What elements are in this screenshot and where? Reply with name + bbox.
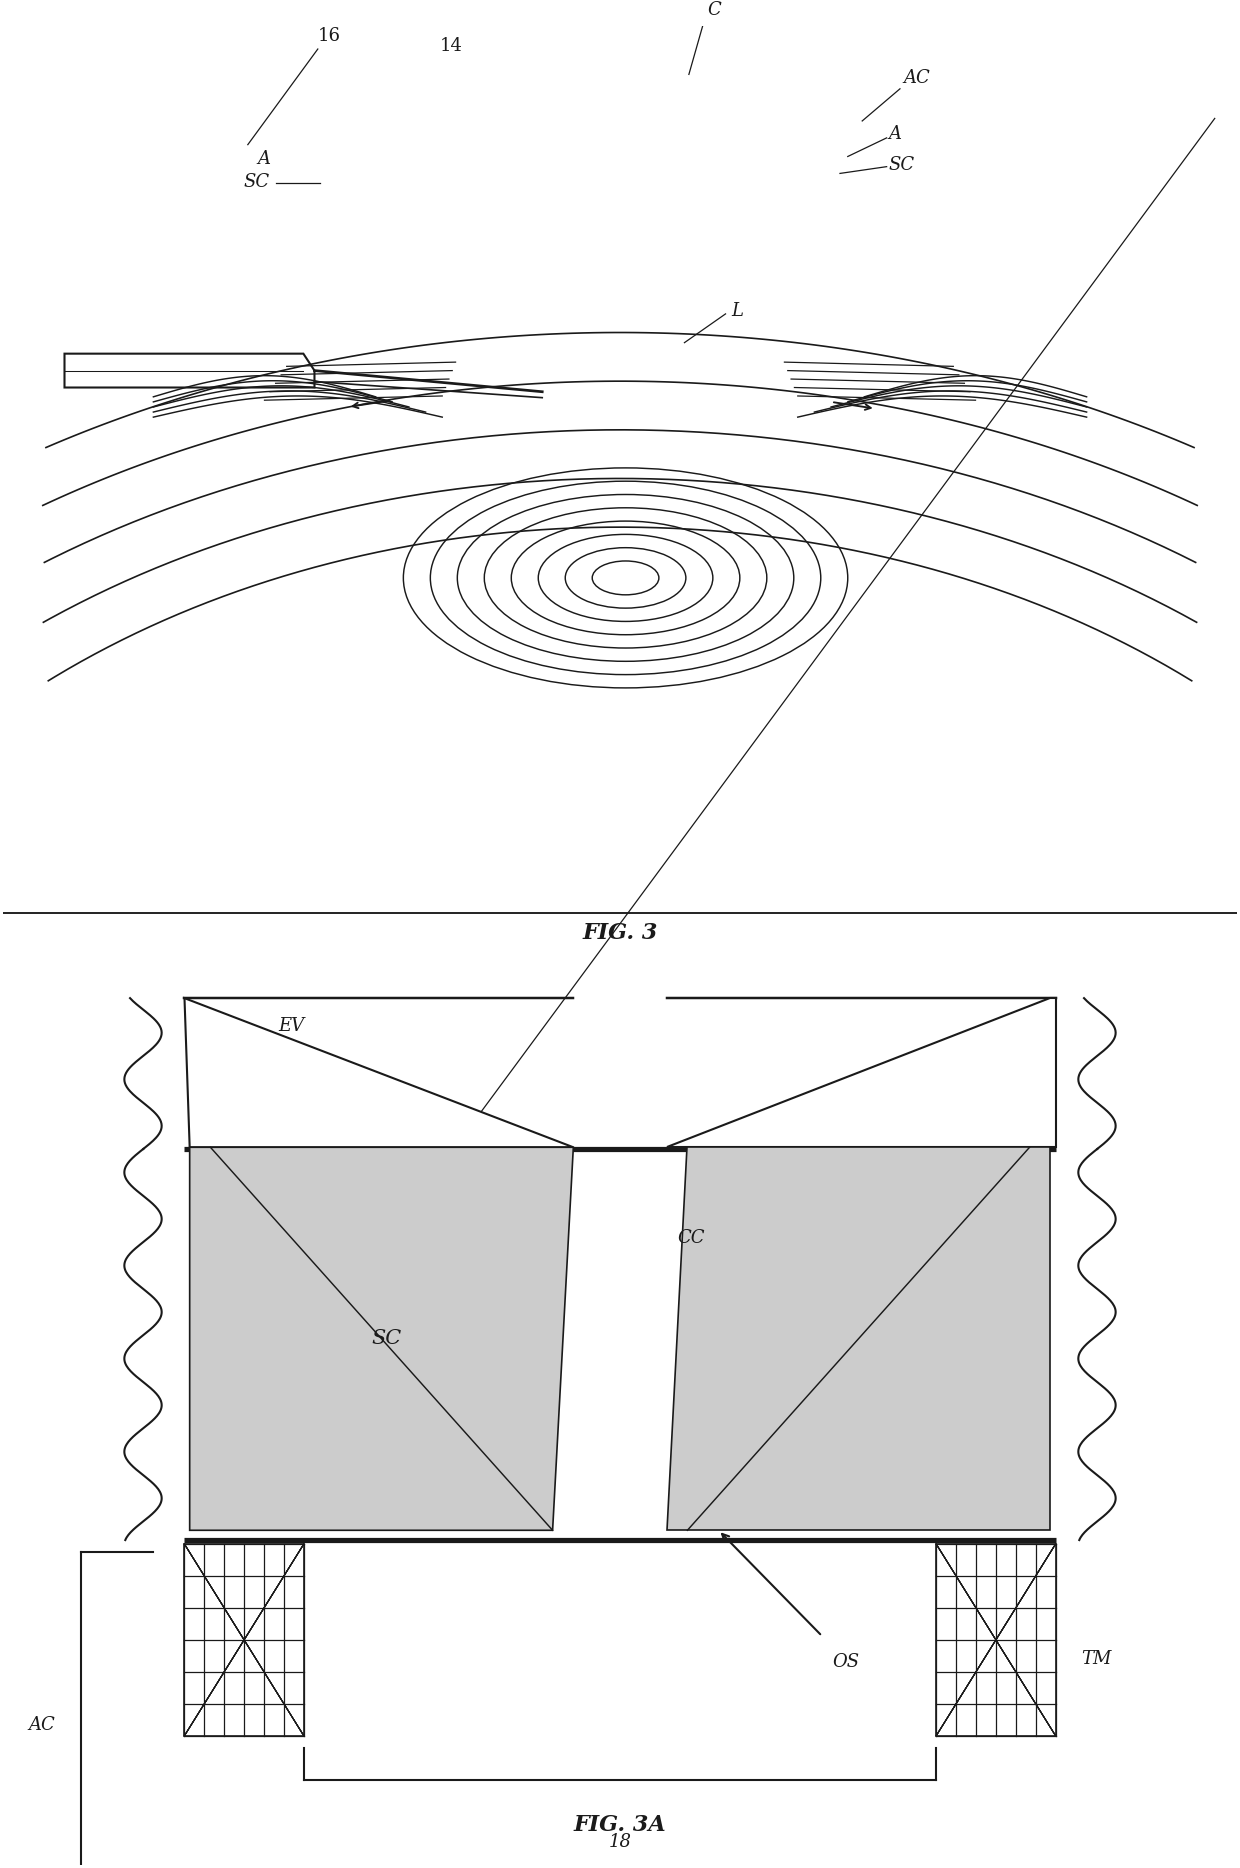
Text: 16: 16	[317, 26, 341, 45]
Polygon shape	[185, 998, 573, 1147]
Text: CC: CC	[677, 1229, 704, 1246]
Text: SC: SC	[889, 155, 915, 174]
Text: A: A	[257, 149, 270, 168]
Text: EV: EV	[278, 1016, 304, 1035]
Text: FIG. 3: FIG. 3	[583, 921, 657, 943]
Polygon shape	[185, 1545, 304, 1735]
Text: SC: SC	[371, 1330, 402, 1349]
Polygon shape	[667, 1147, 1050, 1530]
Polygon shape	[936, 1545, 1055, 1735]
Text: FIG. 3A: FIG. 3A	[574, 1814, 666, 1836]
Text: 18: 18	[609, 1833, 631, 1851]
Text: C: C	[708, 2, 722, 19]
Polygon shape	[190, 1147, 573, 1530]
Text: 14: 14	[440, 37, 463, 54]
Polygon shape	[667, 998, 1055, 1147]
Text: AC: AC	[29, 1717, 55, 1735]
Text: OS: OS	[832, 1653, 859, 1670]
Text: TM: TM	[1081, 1649, 1112, 1668]
Text: A: A	[889, 125, 901, 142]
Text: AC: AC	[903, 69, 930, 88]
Polygon shape	[64, 353, 315, 387]
Text: SC: SC	[244, 174, 270, 191]
Text: L: L	[732, 303, 743, 319]
